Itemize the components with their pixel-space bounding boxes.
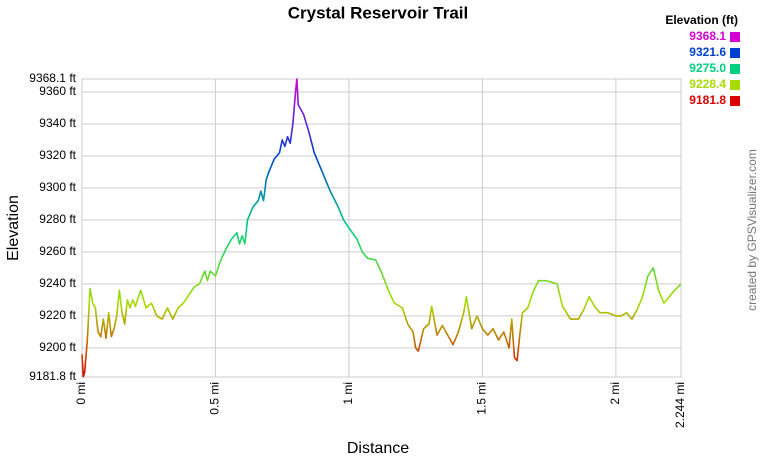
- y-tick-label: 9320 ft: [39, 148, 76, 162]
- chart-title: Crystal Reservoir Trail: [288, 3, 468, 22]
- legend-swatch: [730, 48, 740, 58]
- y-tick-label: 9260 ft: [39, 244, 76, 258]
- y-tick-label: 9300 ft: [39, 180, 76, 194]
- y-tick-label: 9220 ft: [39, 308, 76, 322]
- y-tick-label: 9280 ft: [39, 212, 76, 226]
- y-tick-label: 9368.1 ft: [29, 71, 76, 85]
- y-axis-title: Elevation: [5, 195, 22, 261]
- legend-label: 9228.4: [689, 77, 726, 91]
- legend-swatch: [730, 64, 740, 74]
- legend-label: 9181.8: [689, 93, 726, 107]
- legend-label: 9275.0: [689, 61, 726, 75]
- x-tick-label: 2.244 mi: [673, 382, 687, 428]
- legend-swatch: [730, 32, 740, 42]
- x-tick-label: 0 mi: [74, 382, 88, 405]
- legend-title: Elevation (ft): [665, 13, 738, 27]
- legend-label: 9368.1: [689, 29, 726, 43]
- y-tick-label: 9181.8 ft: [29, 369, 76, 383]
- y-tick-label: 9340 ft: [39, 116, 76, 130]
- y-tick-label: 9240 ft: [39, 276, 76, 290]
- x-axis-title: Distance: [347, 440, 409, 457]
- legend-label: 9321.6: [689, 45, 726, 59]
- legend-swatch: [730, 96, 740, 106]
- credit: created by GPSVisualizer.com: [745, 149, 759, 311]
- y-tick-label: 9200 ft: [39, 340, 76, 354]
- y-tick-label: 9360 ft: [39, 84, 76, 98]
- legend-swatch: [730, 80, 740, 90]
- elevation-line: [81, 78, 682, 378]
- x-tick-label: 0.5 mi: [208, 382, 222, 415]
- x-tick-label: 2 mi: [608, 382, 622, 405]
- x-tick-label: 1.5 mi: [475, 382, 489, 415]
- x-tick-label: 1 mi: [341, 382, 355, 405]
